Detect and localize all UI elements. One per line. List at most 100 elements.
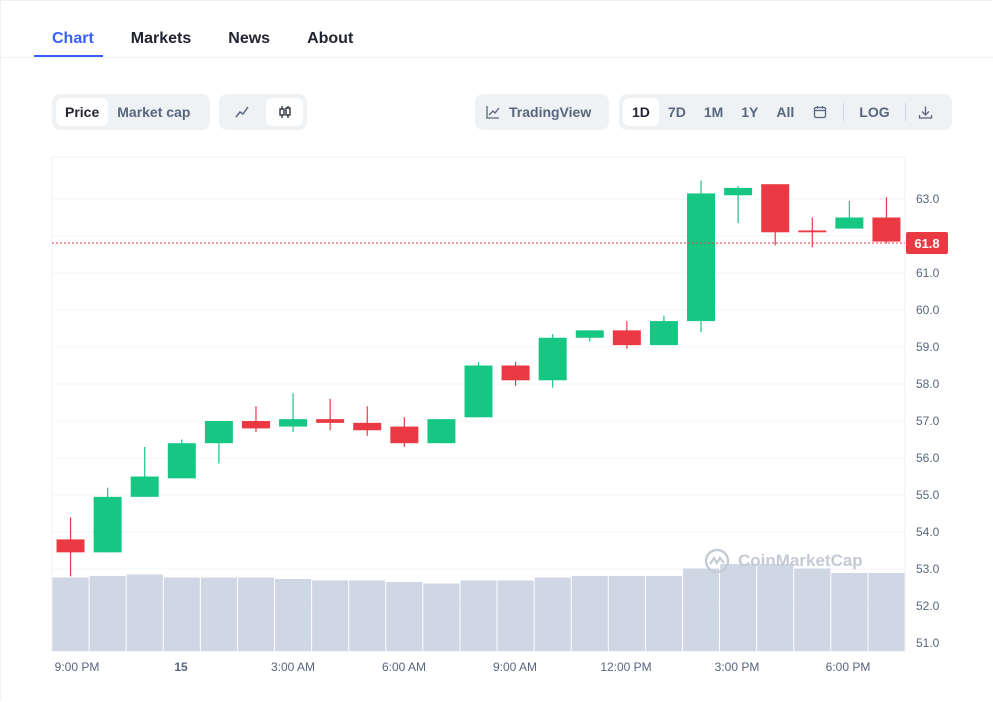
range-selector: 1D 7D 1M 1Y All LOG [619,94,952,130]
log-scale-button[interactable]: LOG [859,104,890,120]
volume-bar [349,580,386,651]
candle-body[interactable] [390,426,419,444]
y-tick-label: 53.0 [916,562,940,576]
x-tick-label: 6:00 AM [382,660,426,674]
x-tick-label: 6:00 PM [826,660,871,674]
volume-bar [682,568,720,651]
tab-markets[interactable]: Markets [130,30,192,47]
x-tick-label: 9:00 AM [493,660,537,674]
metric-toggle: Price Market cap [52,94,210,130]
volume-bar [794,568,831,651]
volume-bar [534,577,571,651]
current-price-label: 61.8 [914,236,939,251]
volume-bar [608,576,645,651]
candlestick-button[interactable] [266,98,303,126]
volume-bar [868,573,905,651]
volume-bar [423,583,460,651]
candle-body[interactable] [464,365,493,418]
line-chart-button[interactable] [223,98,260,126]
volume-bar [497,580,534,651]
coinmarketcap-logo-icon [704,548,730,574]
y-tick-label: 51.0 [916,636,940,650]
range-divider [843,103,845,121]
volume-bar [645,576,682,651]
candle-body[interactable] [687,193,716,322]
chart-style-toggle [219,94,307,130]
y-tick-label: 58.0 [916,377,940,391]
volume-bar [275,579,312,651]
y-tick-label: 54.0 [916,525,940,539]
price-button[interactable]: Price [56,98,109,126]
tabs-divider [0,57,993,58]
watermark-text: CoinMarketCap [738,551,863,570]
volume-bar [757,564,794,651]
candle-body[interactable] [501,365,530,381]
candle-body[interactable] [612,330,641,346]
candle-body[interactable] [353,422,382,431]
download-button[interactable] [912,98,939,126]
log-divider [904,103,906,121]
tab-chart[interactable]: Chart [34,22,103,58]
current-price-badge [906,232,948,254]
y-tick-label: 56.0 [916,451,940,465]
volume-bar [163,577,200,651]
tradingview-icon [486,106,500,119]
x-tick-label: 9:00 PM [55,660,100,674]
volume-bar [720,564,757,651]
candle-body[interactable] [575,330,604,338]
candle-body[interactable] [427,419,456,444]
candle-body[interactable] [761,184,790,233]
tab-bar: Chart Markets News About [34,22,390,58]
candle-body[interactable] [835,217,864,229]
range-1m-button[interactable]: 1M [703,104,724,120]
volume-bar [200,577,237,651]
candle-body[interactable] [538,337,567,381]
x-tick-label: 3:00 PM [715,660,760,674]
candle-body[interactable] [204,421,233,444]
candle-body[interactable] [872,217,901,242]
watermark: CoinMarketCap [704,548,863,574]
volume-bar [571,576,608,651]
x-tick-label: 15 [174,660,188,674]
range-7d-button[interactable]: 7D [667,104,686,120]
volume-bar [89,576,126,651]
y-tick-label: 59.0 [916,340,940,354]
candle-body[interactable] [279,419,308,427]
x-tick-label: 3:00 AM [271,660,315,674]
candle-body[interactable] [649,321,678,346]
volume-bar [460,580,497,651]
y-tick-label: 60.0 [916,303,940,317]
candlestick-icon [278,106,291,118]
download-icon [918,106,932,119]
volume-bar [386,582,423,651]
y-tick-label: 52.0 [916,599,940,613]
volume-bar [52,577,89,651]
volume-bar [126,574,163,651]
tradingview-button[interactable]: TradingView [475,94,609,130]
tradingview-inner: TradingView [479,98,597,126]
candle-body[interactable] [316,419,345,423]
volume-bar [831,573,868,651]
tradingview-label: TradingView [509,104,592,120]
x-tick-label: 12:00 PM [600,660,651,674]
candle-body[interactable] [130,476,159,497]
y-tick-label: 61.0 [916,266,940,280]
range-1y-button[interactable]: 1Y [741,104,759,120]
line-chart-icon [234,106,249,118]
candle-body[interactable] [56,539,85,553]
range-1d-button[interactable]: 1D [623,98,659,126]
candle-body[interactable] [93,496,122,553]
candle-body[interactable] [167,443,196,479]
calendar-icon [814,106,827,119]
volume-bar [312,580,349,651]
candle-body[interactable] [241,421,270,429]
candle-body[interactable] [724,187,753,196]
range-all-button[interactable]: All [776,104,795,120]
calendar-button[interactable] [803,98,837,126]
tab-news[interactable]: News [228,30,271,47]
candle-body[interactable] [798,230,827,233]
tab-about[interactable]: About [307,30,354,47]
market-cap-button[interactable]: Market cap [117,104,191,120]
